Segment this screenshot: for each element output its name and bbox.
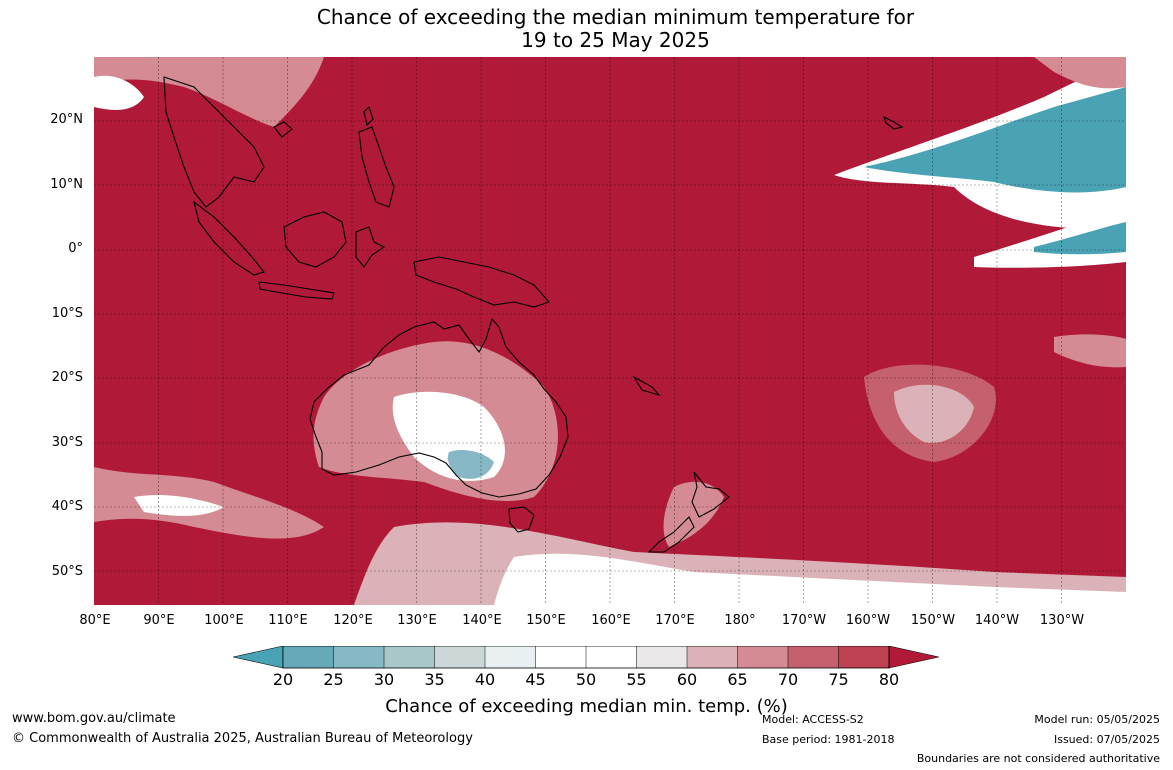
coastline-australia bbox=[309, 317, 569, 498]
probability-regions bbox=[94, 57, 1126, 605]
legend-tick-70: 70 bbox=[777, 670, 799, 689]
region-se-asia-pink bbox=[94, 57, 324, 127]
legend-tick-25: 25 bbox=[323, 670, 344, 689]
issued-text: Issued: 07/05/2025 bbox=[1053, 733, 1160, 746]
coastline-new-zealand-north bbox=[691, 471, 730, 518]
lat-label-10n: 10°N bbox=[50, 177, 83, 192]
coastline-hawaii bbox=[883, 115, 904, 130]
map-title-line-2: 19 to 25 May 2025 bbox=[521, 28, 710, 52]
lon-label-90e: 90°E bbox=[143, 613, 175, 628]
legend-swatch-30-35 bbox=[384, 646, 435, 668]
lat-label-40s: 40°S bbox=[51, 499, 83, 514]
lon-label-150w: 150°W bbox=[910, 613, 956, 628]
legend-label: Chance of exceeding median min. temp. (%… bbox=[385, 696, 788, 717]
coastline-new-guinea bbox=[413, 256, 550, 308]
legend-dividers bbox=[333, 646, 839, 668]
legend-swatch-75-80 bbox=[838, 646, 889, 668]
legend-tick-20: 20 bbox=[272, 670, 294, 689]
legend-tick-40: 40 bbox=[474, 670, 496, 689]
legend-tick-75: 75 bbox=[828, 670, 849, 689]
lon-label-150e: 150°E bbox=[526, 613, 566, 628]
region-nz-pink bbox=[663, 481, 724, 547]
lat-label-50s: 50°S bbox=[51, 564, 83, 579]
lon-label-130e: 130°E bbox=[397, 613, 437, 628]
model-text: Model: ACCESS-S2 bbox=[762, 713, 864, 726]
legend-swatch-45-50 bbox=[535, 646, 586, 668]
region-equatorial-blue bbox=[1034, 222, 1126, 255]
map-title-line-1: Chance of exceeding the median minimum t… bbox=[316, 5, 915, 29]
legend-swatch-50-55 bbox=[586, 646, 637, 668]
lon-label-160e: 160°E bbox=[591, 613, 631, 628]
region-east-pacific-pink bbox=[1054, 334, 1126, 368]
region-se-asia-white bbox=[94, 75, 144, 110]
legend-tick-45: 45 bbox=[525, 670, 546, 689]
forecast-map-canvas bbox=[94, 57, 1126, 605]
legend-swatch-65-70 bbox=[737, 646, 788, 668]
lat-label-30s: 30°S bbox=[51, 435, 83, 450]
lon-label-140w: 140°W bbox=[974, 613, 1020, 628]
disclaimer-text: Boundaries are not considered authoritat… bbox=[916, 752, 1160, 765]
legend-colorbar bbox=[233, 646, 939, 669]
legend-swatch-above-80 bbox=[888, 646, 939, 669]
forecast-map bbox=[94, 57, 1126, 605]
coastline-new-zealand-south bbox=[647, 516, 695, 553]
coastline-java bbox=[258, 281, 335, 300]
coastline-new-caledonia bbox=[632, 375, 661, 397]
legend-swatch-55-60 bbox=[636, 646, 687, 668]
website-link[interactable]: www.bom.gov.au/climate bbox=[12, 711, 176, 726]
lon-label-170w: 170°W bbox=[781, 613, 827, 628]
lon-label-110e: 110°E bbox=[268, 613, 308, 628]
lat-label-0: 0° bbox=[68, 241, 83, 256]
region-australia-blue bbox=[447, 450, 494, 479]
coastline-philippines bbox=[358, 126, 395, 208]
base-period-text: Base period: 1981-2018 bbox=[762, 733, 895, 746]
lon-label-120e: 120°E bbox=[333, 613, 373, 628]
region-ne-pacific-blue bbox=[864, 87, 1126, 193]
lat-label-10s: 10°S bbox=[51, 306, 83, 321]
legend-tick-80: 80 bbox=[878, 670, 900, 689]
lon-label-180: 180° bbox=[724, 613, 756, 628]
coastline-indochina bbox=[163, 76, 265, 208]
coastline-borneo bbox=[283, 211, 347, 268]
legend-tick-50: 50 bbox=[575, 670, 597, 689]
lon-label-160w: 160°W bbox=[845, 613, 891, 628]
lon-label-80e: 80°E bbox=[79, 613, 111, 628]
copyright-text: © Commonwealth of Australia 2025, Austra… bbox=[12, 731, 473, 746]
region-southern-ocean-west-light bbox=[134, 495, 224, 516]
legend-swatch-40-45 bbox=[485, 646, 536, 668]
lon-label-100e: 100°E bbox=[204, 613, 244, 628]
graticule bbox=[94, 57, 1126, 605]
legend-swatch-70-75 bbox=[788, 646, 839, 668]
coastline-sulawesi bbox=[355, 226, 386, 268]
model-run-text: Model run: 05/05/2025 bbox=[1034, 713, 1160, 726]
legend-tick-30: 30 bbox=[373, 670, 395, 689]
legend-swatch-60-65 bbox=[687, 646, 738, 668]
coastline-sumatra bbox=[193, 200, 265, 276]
lat-label-20n: 20°N bbox=[50, 112, 83, 127]
legend-tick-55: 55 bbox=[626, 670, 647, 689]
legend-swatch-25-30 bbox=[333, 646, 384, 668]
legend-swatch-below-20 bbox=[233, 646, 284, 669]
coastline-tasmania bbox=[508, 506, 535, 533]
lon-label-140e: 140°E bbox=[462, 613, 502, 628]
region-central-pacific-light bbox=[894, 384, 974, 443]
lon-label-130w: 130°W bbox=[1039, 613, 1085, 628]
legend-swatch-20-25 bbox=[283, 646, 334, 668]
legend-tick-35: 35 bbox=[424, 670, 445, 689]
region-southern-ocean-white bbox=[494, 553, 1126, 605]
lon-label-170e: 170°E bbox=[655, 613, 695, 628]
coastline-hainan bbox=[273, 121, 293, 138]
legend-tick-60: 60 bbox=[676, 670, 698, 689]
coastline-taiwan bbox=[363, 105, 374, 127]
lat-label-20s: 20°S bbox=[51, 370, 83, 385]
legend-tick-65: 65 bbox=[727, 670, 748, 689]
region-ne-pacific-pink bbox=[1034, 57, 1126, 89]
legend-swatch-35-40 bbox=[434, 646, 485, 668]
coastlines bbox=[163, 76, 904, 553]
